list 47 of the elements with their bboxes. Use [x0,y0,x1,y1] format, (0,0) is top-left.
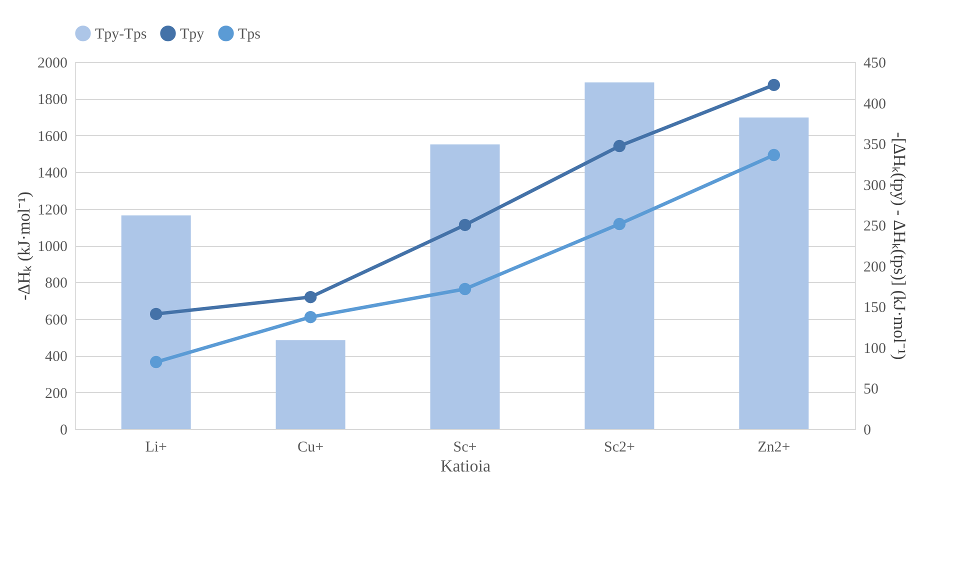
bar [739,117,809,429]
y-tick-label: 1800 [38,92,68,108]
legend-label: Tpy-Tps [95,26,147,42]
bar [276,340,346,429]
x-tick-label: Sc+ [453,440,477,456]
bar [121,215,191,429]
point [458,282,472,296]
point [613,218,626,230]
point [304,290,317,304]
point [613,140,626,152]
y-tick-label: 0 [60,422,68,438]
y2-tick-label: 400 [864,96,886,112]
y-tick-label: 200 [45,386,68,402]
y2-tick-label: 150 [864,300,886,316]
y-tick-label: 1000 [38,239,68,255]
y2-tick-label: 450 [864,56,886,72]
y-tick-label: 2000 [38,56,68,72]
y-tick-label: 1400 [38,166,68,182]
bar [430,144,500,429]
point [768,78,780,92]
x-tick-label: Li+ [145,440,167,456]
y2-tick-label: 200 [864,259,886,276]
y2-tick-label: 50 [864,382,878,398]
x-tick-label: Sc2+ [604,440,635,456]
x-tick-label: Zn2+ [758,440,790,456]
point [150,308,162,320]
x-tick-label: Cu+ [298,440,324,456]
y-tick-label: 1200 [38,202,68,218]
bar [584,82,654,429]
y2-tick-label: 0 [864,422,871,438]
y2-tick-label: 250 [864,218,886,235]
y2-tick-label: 100 [864,340,886,357]
y-tick-label: 400 [45,349,68,366]
y-tick-label: 800 [45,276,68,292]
y2-axis-title: -[ΔHₖ(tpy) - ΔHₖ(tps)] (kJ·mol⁻¹) [890,132,909,360]
point [304,310,317,324]
x-axis-title: Katioia [440,456,491,476]
y-axis-title: -ΔHₖ (kJ·mol⁻¹) [14,192,34,300]
legend-label: Tpy [180,26,205,42]
y2-tick-label: 350 [864,137,886,154]
legend-label: Tps [238,26,261,42]
y2-tick-label: 300 [864,178,886,194]
point [150,356,162,368]
point [768,148,780,162]
y-tick-label: 600 [45,312,68,328]
y-tick-label: 1600 [38,128,68,145]
point [458,218,472,232]
